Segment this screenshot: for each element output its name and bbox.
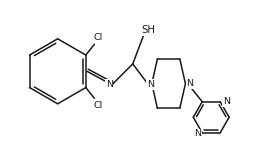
- Text: Cl: Cl: [94, 33, 103, 42]
- Text: SH: SH: [141, 25, 156, 35]
- Text: N: N: [187, 79, 194, 88]
- Text: Cl: Cl: [94, 100, 103, 110]
- Text: N: N: [194, 129, 201, 138]
- Text: N: N: [147, 80, 154, 89]
- Text: N: N: [223, 97, 230, 106]
- Text: N: N: [106, 80, 113, 89]
